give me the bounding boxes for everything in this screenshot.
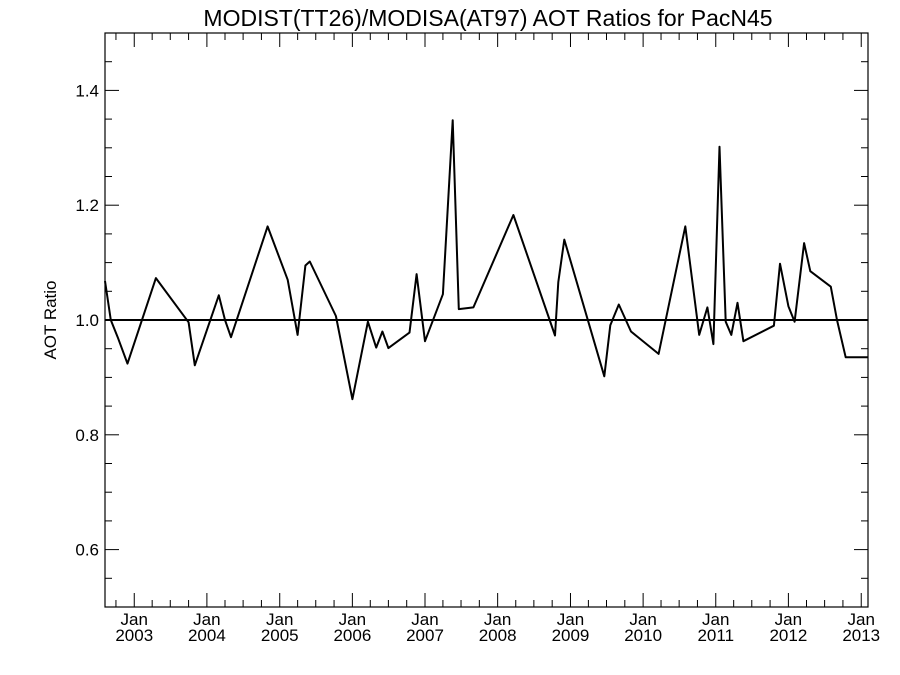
x-tick-month-label: Jan (339, 610, 366, 629)
x-tick-month-label: Jan (848, 610, 875, 629)
x-tick-year-label: 2008 (479, 626, 517, 645)
x-tick-month-label: Jan (775, 610, 802, 629)
x-tick-year-label: 2012 (769, 626, 807, 645)
x-tick-year-label: 2005 (261, 626, 299, 645)
x-tick-month-label: Jan (484, 610, 511, 629)
x-tick-month-label: Jan (557, 610, 584, 629)
y-axis-label: AOT Ratio (41, 280, 60, 359)
tick-labels: 0.60.81.01.21.4Jan2003Jan2004Jan2005Jan2… (75, 81, 880, 645)
y-tick-label: 0.8 (75, 426, 99, 445)
x-tick-month-label: Jan (193, 610, 220, 629)
x-tick-month-label: Jan (702, 610, 729, 629)
chart-title: MODIST(TT26)/MODISA(AT97) AOT Ratios for… (203, 5, 772, 31)
x-tick-month-label: Jan (629, 610, 656, 629)
y-tick-label: 1.4 (75, 81, 99, 100)
y-tick-label: 1.0 (75, 311, 99, 330)
x-tick-month-label: Jan (266, 610, 293, 629)
x-tick-year-label: 2013 (842, 626, 880, 645)
x-tick-year-label: 2009 (552, 626, 590, 645)
x-tick-month-label: Jan (411, 610, 438, 629)
x-tick-year-label: 2003 (115, 626, 153, 645)
x-tick-year-label: 2010 (624, 626, 662, 645)
y-tick-label: 1.2 (75, 196, 99, 215)
x-tick-year-label: 2006 (333, 626, 371, 645)
x-tick-year-label: 2004 (188, 626, 226, 645)
x-tick-year-label: 2007 (406, 626, 444, 645)
series-line (104, 119, 868, 401)
x-tick-month-label: Jan (121, 610, 148, 629)
y-tick-label: 0.6 (75, 541, 99, 560)
x-tick-year-label: 2011 (697, 626, 734, 645)
axis-ticks (105, 33, 868, 607)
